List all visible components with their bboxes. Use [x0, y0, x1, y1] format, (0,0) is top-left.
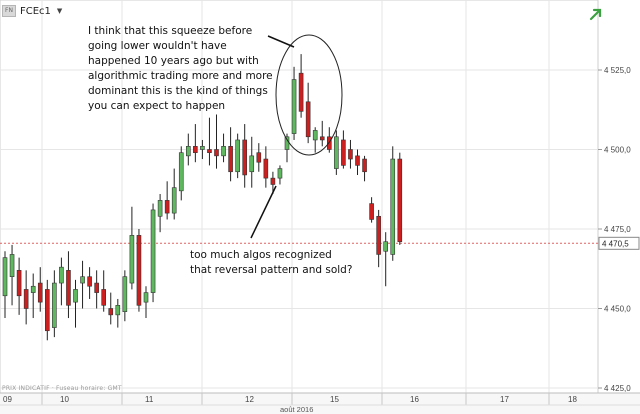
y-tick-label: 4 525,0: [604, 66, 631, 75]
x-tick-label: 15: [330, 395, 339, 404]
candle-down: [305, 101, 311, 138]
candle-down: [108, 308, 114, 316]
x-tick-label: 17: [500, 395, 509, 404]
x-tick-label: 16: [410, 395, 419, 404]
candle-down: [348, 149, 353, 160]
candle-up: [143, 292, 149, 303]
annotation-top-note: I think that this squeeze before going l…: [88, 25, 273, 112]
annotation-arrow-top: [267, 35, 295, 48]
candle-down: [263, 158, 269, 179]
candle-up: [52, 282, 57, 328]
candle-up: [129, 235, 135, 284]
candle-down: [362, 158, 367, 173]
candle-down: [397, 158, 403, 243]
candle-up: [115, 305, 121, 316]
candle-up: [284, 136, 290, 150]
candle-up: [2, 257, 8, 297]
candle-down: [193, 146, 198, 153]
candle-down: [94, 282, 99, 293]
candle-down: [298, 72, 304, 112]
candle-down: [256, 152, 262, 163]
candle-up: [249, 155, 255, 173]
x-tick-label: 11: [145, 395, 154, 404]
candle-up: [122, 276, 128, 312]
y-tick-label: 4 425,0: [604, 384, 631, 393]
candle-down: [101, 289, 106, 306]
candle-down: [23, 289, 29, 309]
candle-up: [150, 209, 156, 293]
y-tick-label: 4 500,0: [604, 146, 631, 155]
candle-up: [73, 289, 78, 303]
x-tick-label: 12: [245, 395, 254, 404]
symbol-label: FCEc1: [20, 5, 51, 17]
candle-up: [277, 168, 283, 179]
annotation-arrow-bottom: [250, 185, 277, 239]
candle-down: [369, 203, 374, 220]
candle-up: [334, 136, 339, 169]
x-tick-label: 10: [60, 395, 69, 404]
candle-down: [270, 177, 276, 185]
candle-up: [30, 285, 36, 293]
candle-down: [207, 149, 212, 153]
candle-up: [9, 254, 15, 278]
candle-up: [171, 187, 177, 214]
footer-caption: PRIX INDICATIF · Fuseau horaire: GMT: [2, 385, 122, 392]
symbol-selector[interactable]: FN FCEc1 ▼: [2, 4, 62, 18]
candle-down: [319, 136, 325, 141]
candle-up: [235, 139, 240, 173]
candle-up: [200, 146, 205, 150]
candle-up: [80, 276, 85, 284]
candle-down: [44, 289, 50, 332]
x-axis-band: [0, 393, 640, 414]
y-tick-label: 4 475,0: [604, 225, 631, 234]
candle-up: [178, 152, 184, 192]
plot-area: [0, 0, 599, 394]
candle-down: [242, 139, 247, 176]
candle-up: [291, 79, 297, 134]
candle-up: [383, 241, 389, 252]
chevron-down-icon[interactable]: ▼: [56, 7, 63, 15]
y-tick-label: 4 450,0: [604, 305, 631, 314]
candle-up: [221, 146, 226, 157]
candle-down: [16, 270, 22, 297]
candle-up: [312, 130, 318, 141]
candle-down: [164, 200, 170, 214]
candle-down: [136, 235, 142, 306]
symbol-badge: FN: [2, 5, 16, 17]
annotation-ellipse: [275, 34, 343, 156]
candle-down: [66, 270, 71, 306]
x-tick-label: 09: [3, 395, 12, 404]
x-axis-month-label: août 2016: [280, 405, 313, 414]
annotation-bottom-note: too much algos recognized that reversal …: [190, 249, 353, 276]
candle-down: [376, 215, 381, 255]
candle-down: [87, 276, 92, 287]
candle-up: [157, 200, 163, 217]
candle-down: [214, 149, 219, 157]
candle-down: [228, 146, 233, 173]
candle-up: [186, 146, 191, 157]
green-arrow-up-icon[interactable]: [589, 8, 602, 21]
current-price-label: 4 470,5: [602, 239, 629, 248]
candle-down: [37, 282, 43, 303]
candle-down: [355, 155, 360, 166]
x-tick-label: 18: [568, 395, 577, 404]
candle-down: [341, 139, 346, 166]
candle-up: [59, 266, 64, 284]
trend-arrow-path: [589, 8, 602, 21]
candle-up: [390, 158, 396, 255]
current-price-box: [598, 236, 640, 250]
